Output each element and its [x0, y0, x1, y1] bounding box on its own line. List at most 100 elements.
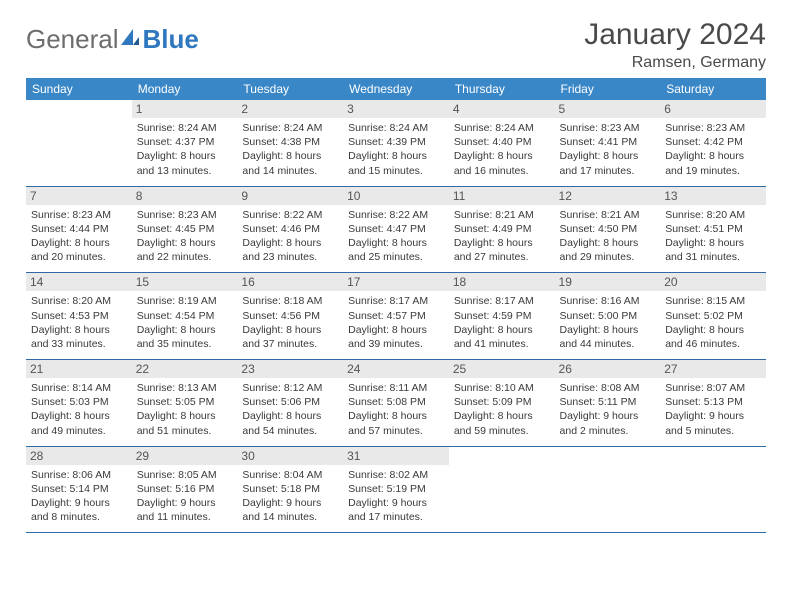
- calendar-day-cell: 12 Sunrise: 8:21 AMSunset: 4:50 PMDayligh…: [555, 186, 661, 273]
- day-info: Sunrise: 8:22 AMSunset: 4:46 PMDaylight:…: [242, 208, 338, 265]
- day-info: Sunrise: 8:14 AMSunset: 5:03 PMDaylight:…: [31, 381, 127, 438]
- day-number: 4: [449, 100, 555, 118]
- day-info: Sunrise: 8:24 AMSunset: 4:39 PMDaylight:…: [348, 121, 444, 178]
- calendar-day-cell: 17Sunrise: 8:17 AMSunset: 4:57 PMDayligh…: [343, 273, 449, 360]
- calendar-day-cell: 6Sunrise: 8:23 AMSunset: 4:42 PMDaylight…: [660, 100, 766, 186]
- calendar-day-cell: 22 Sunrise: 8:13 AMSunset: 5:05 PMDayligh…: [132, 360, 238, 447]
- calendar-day-cell: 13 Sunrise: 8:20 AMSunset: 4:51 PMDayligh…: [660, 186, 766, 273]
- day-info: Sunrise: 8:17 AMSunset: 4:57 PMDaylight:…: [348, 294, 444, 351]
- brand-sail-icon: [119, 27, 141, 49]
- day-info: Sunrise: 8:02 AMSunset: 5:19 PMDaylight:…: [348, 468, 444, 525]
- day-info: Sunrise: 8:16 AMSunset: 5:00 PMDaylight:…: [560, 294, 656, 351]
- day-number: 5: [555, 100, 661, 118]
- calendar-day-cell: [555, 446, 661, 533]
- day-number: 30: [237, 447, 343, 465]
- calendar-day-cell: 4 Sunrise: 8:24 AMSunset: 4:40 PMDaylight…: [449, 100, 555, 186]
- calendar-week-row: 7 Sunrise: 8:23 AMSunset: 4:44 PMDaylight…: [26, 186, 766, 273]
- calendar-day-cell: 10Sunrise: 8:22 AMSunset: 4:47 PMDayligh…: [343, 186, 449, 273]
- calendar-day-cell: 5 Sunrise: 8:23 AMSunset: 4:41 PMDaylight…: [555, 100, 661, 186]
- calendar-day-cell: 18 Sunrise: 8:17 AMSunset: 4:59 PMDayligh…: [449, 273, 555, 360]
- day-info: Sunrise: 8:18 AMSunset: 4:56 PMDaylight:…: [242, 294, 338, 351]
- day-number: 2: [237, 100, 343, 118]
- calendar-day-cell: 19 Sunrise: 8:16 AMSunset: 5:00 PMDayligh…: [555, 273, 661, 360]
- calendar-day-cell: 20 Sunrise: 8:15 AMSunset: 5:02 PMDayligh…: [660, 273, 766, 360]
- day-number: 22: [132, 360, 238, 378]
- day-info: Sunrise: 8:05 AMSunset: 5:16 PMDaylight:…: [137, 468, 233, 525]
- calendar-week-row: 1Sunrise: 8:24 AMSunset: 4:37 PMDaylight…: [26, 100, 766, 186]
- calendar-day-cell: 14Sunrise: 8:20 AMSunset: 4:53 PMDayligh…: [26, 273, 132, 360]
- calendar-day-cell: 25 Sunrise: 8:10 AMSunset: 5:09 PMDayligh…: [449, 360, 555, 447]
- calendar-day-cell: 3 Sunrise: 8:24 AMSunset: 4:39 PMDaylight…: [343, 100, 449, 186]
- day-number: 24: [343, 360, 449, 378]
- calendar-day-cell: 23 Sunrise: 8:12 AMSunset: 5:06 PMDayligh…: [237, 360, 343, 447]
- day-number: 7: [26, 187, 132, 205]
- day-number: 15: [132, 273, 238, 291]
- day-info: Sunrise: 8:11 AMSunset: 5:08 PMDaylight:…: [348, 381, 444, 438]
- day-number: 29: [132, 447, 238, 465]
- day-number: 20: [660, 273, 766, 291]
- day-info: Sunrise: 8:12 AMSunset: 5:06 PMDaylight:…: [242, 381, 338, 438]
- day-number: 31: [343, 447, 449, 465]
- calendar-day-cell: 15 Sunrise: 8:19 AMSunset: 4:54 PMDayligh…: [132, 273, 238, 360]
- day-info: Sunrise: 8:24 AMSunset: 4:40 PMDaylight:…: [454, 121, 550, 178]
- day-number: 9: [237, 187, 343, 205]
- day-info: Sunrise: 8:24 AMSunset: 4:38 PMDaylight:…: [242, 121, 338, 178]
- calendar-day-cell: 24 Sunrise: 8:11 AMSunset: 5:08 PMDayligh…: [343, 360, 449, 447]
- calendar-day-cell: 29 Sunrise: 8:05 AMSunset: 5:16 PMDayligh…: [132, 446, 238, 533]
- calendar-day-cell: 27Sunrise: 8:07 AMSunset: 5:13 PMDayligh…: [660, 360, 766, 447]
- calendar-day-cell: 8 Sunrise: 8:23 AMSunset: 4:45 PMDaylight…: [132, 186, 238, 273]
- calendar-day-cell: 28 Sunrise: 8:06 AMSunset: 5:14 PMDayligh…: [26, 446, 132, 533]
- day-info: Sunrise: 8:19 AMSunset: 4:54 PMDaylight:…: [137, 294, 233, 351]
- brand-blue: Blue: [143, 24, 199, 55]
- day-info: Sunrise: 8:23 AMSunset: 4:44 PMDaylight:…: [31, 208, 127, 265]
- day-number: 19: [555, 273, 661, 291]
- day-info: Sunrise: 8:13 AMSunset: 5:05 PMDaylight:…: [137, 381, 233, 438]
- day-info: Sunrise: 8:21 AMSunset: 4:50 PMDaylight:…: [560, 208, 656, 265]
- calendar-day-cell: 21 Sunrise: 8:14 AMSunset: 5:03 PMDayligh…: [26, 360, 132, 447]
- day-info: Sunrise: 8:10 AMSunset: 5:09 PMDaylight:…: [454, 381, 550, 438]
- day-info: Sunrise: 8:04 AMSunset: 5:18 PMDaylight:…: [242, 468, 338, 525]
- calendar-day-cell: [660, 446, 766, 533]
- calendar-day-cell: 2 Sunrise: 8:24 AMSunset: 4:38 PMDaylight…: [237, 100, 343, 186]
- calendar-week-row: 21 Sunrise: 8:14 AMSunset: 5:03 PMDayligh…: [26, 360, 766, 447]
- calendar-day-cell: 26 Sunrise: 8:08 AMSunset: 5:11 PMDayligh…: [555, 360, 661, 447]
- day-number: 16: [237, 273, 343, 291]
- calendar-table: SundayMondayTuesdayWednesdayThursdayFrid…: [26, 78, 766, 533]
- calendar-day-cell: 1Sunrise: 8:24 AMSunset: 4:37 PMDaylight…: [132, 100, 238, 186]
- day-number: 3: [343, 100, 449, 118]
- day-number: 26: [555, 360, 661, 378]
- day-info: Sunrise: 8:21 AMSunset: 4:49 PMDaylight:…: [454, 208, 550, 265]
- day-number: 23: [237, 360, 343, 378]
- day-number: 27: [660, 360, 766, 378]
- day-number: 25: [449, 360, 555, 378]
- day-info: Sunrise: 8:17 AMSunset: 4:59 PMDaylight:…: [454, 294, 550, 351]
- day-number: 11: [449, 187, 555, 205]
- title-block: January 2024 Ramsen, Germany: [584, 18, 766, 72]
- calendar-day-cell: [449, 446, 555, 533]
- day-number: 28: [26, 447, 132, 465]
- calendar-week-row: 28 Sunrise: 8:06 AMSunset: 5:14 PMDayligh…: [26, 446, 766, 533]
- brand-general: General: [26, 24, 119, 55]
- weekday-header: Monday: [132, 78, 238, 100]
- day-info: Sunrise: 8:20 AMSunset: 4:51 PMDaylight:…: [665, 208, 761, 265]
- day-number: 8: [132, 187, 238, 205]
- day-info: Sunrise: 8:06 AMSunset: 5:14 PMDaylight:…: [31, 468, 127, 525]
- calendar-day-cell: [26, 100, 132, 186]
- weekday-header: Wednesday: [343, 78, 449, 100]
- day-info: Sunrise: 8:23 AMSunset: 4:45 PMDaylight:…: [137, 208, 233, 265]
- day-info: Sunrise: 8:23 AMSunset: 4:41 PMDaylight:…: [560, 121, 656, 178]
- day-info: Sunrise: 8:22 AMSunset: 4:47 PMDaylight:…: [348, 208, 444, 265]
- calendar-day-cell: 30 Sunrise: 8:04 AMSunset: 5:18 PMDayligh…: [237, 446, 343, 533]
- day-info: Sunrise: 8:15 AMSunset: 5:02 PMDaylight:…: [665, 294, 761, 351]
- day-number: 18: [449, 273, 555, 291]
- calendar-header-row: SundayMondayTuesdayWednesdayThursdayFrid…: [26, 78, 766, 100]
- day-number: 21: [26, 360, 132, 378]
- day-number: 13: [660, 187, 766, 205]
- day-info: Sunrise: 8:08 AMSunset: 5:11 PMDaylight:…: [560, 381, 656, 438]
- day-number: 1: [132, 100, 238, 118]
- location-title: Ramsen, Germany: [584, 54, 766, 72]
- day-number: 6: [660, 100, 766, 118]
- weekday-header: Tuesday: [237, 78, 343, 100]
- calendar-body: 1Sunrise: 8:24 AMSunset: 4:37 PMDaylight…: [26, 100, 766, 533]
- day-number: 12: [555, 187, 661, 205]
